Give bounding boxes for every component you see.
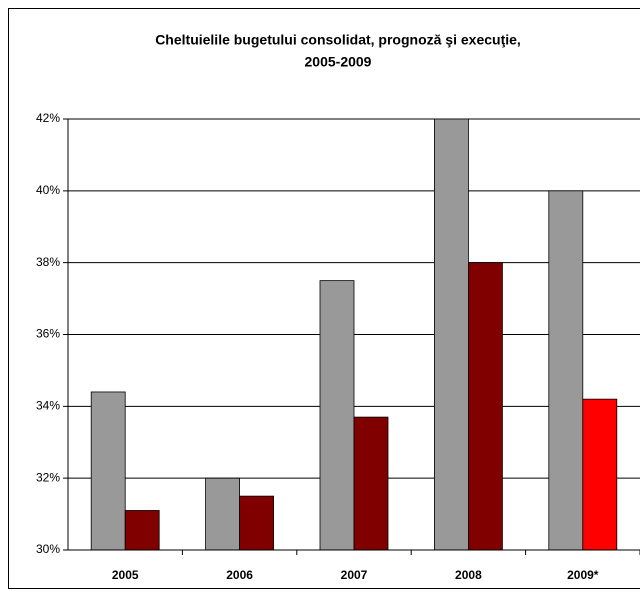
bar bbox=[239, 495, 275, 551]
bar bbox=[467, 262, 503, 551]
bar bbox=[433, 118, 469, 551]
bar bbox=[582, 398, 618, 551]
bar bbox=[319, 280, 355, 551]
y-tick-label: 34% bbox=[36, 399, 60, 413]
x-tick-label: 2009* bbox=[567, 568, 599, 582]
y-tick-label: 36% bbox=[36, 327, 60, 341]
x-tick-label: 2007 bbox=[341, 568, 368, 582]
chart-title: Cheltuielile bugetului consolidat, progn… bbox=[155, 32, 521, 48]
bar bbox=[124, 510, 160, 551]
bar bbox=[90, 391, 126, 551]
y-tick-label: 40% bbox=[36, 183, 60, 197]
x-tick-label: 2008 bbox=[455, 568, 482, 582]
bar bbox=[205, 477, 241, 551]
x-tick-label: 2005 bbox=[112, 568, 139, 582]
y-tick-label: 30% bbox=[36, 542, 60, 556]
bar bbox=[548, 190, 584, 551]
y-tick-label: 32% bbox=[36, 470, 60, 484]
x-tick-label: 2006 bbox=[226, 568, 253, 582]
y-tick-label: 42% bbox=[36, 111, 60, 125]
bar bbox=[353, 416, 389, 551]
y-tick-label: 38% bbox=[36, 255, 60, 269]
chart-title: 2005-2009 bbox=[305, 54, 372, 70]
